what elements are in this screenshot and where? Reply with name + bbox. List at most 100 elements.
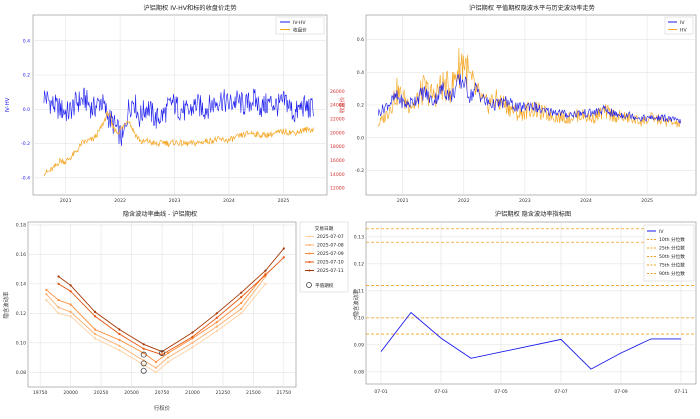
chart4-legend-percentile: 90th 分位数: [659, 270, 685, 277]
iv-indicator-chart: 沪铝期权 隐含波动率指标图 07-01 07-03 07-05 07-07 07-09 0…: [352, 210, 697, 395]
chart3-point: [240, 312, 243, 315]
chart3-point: [191, 335, 194, 338]
chart4-series-iv: [380, 311, 681, 370]
chart4-ytick: 0.13: [354, 234, 364, 240]
chart3-point: [57, 282, 60, 285]
chart3-point: [191, 331, 194, 334]
chart3-point: [69, 310, 72, 313]
chart1-y2label: 收盘价: [338, 96, 346, 113]
chart3-legend-entry: 2025-07-09: [317, 251, 344, 257]
chart4-xtick: 07-09: [614, 389, 627, 395]
chart3-point: [118, 338, 121, 341]
chart3-legend-entry: 2025-07-08: [317, 243, 344, 249]
chart3-atm-point: [140, 367, 147, 374]
chart1-y2tick: 20000: [330, 130, 345, 136]
chart3-point: [191, 346, 194, 349]
chart4-ytick: 0.12: [354, 261, 364, 267]
chart2-series: [377, 47, 681, 128]
chart4-ylabel: 隐含波动率: [352, 289, 360, 317]
chart3-ytick: 0.12: [16, 311, 26, 317]
iv-hv-chart: 沪铝期权 平值期权隐波水平与历史波动率走势 2021 2022 2023 2024 20…: [355, 4, 697, 204]
chart1-legend-ivhv: IV-HV: [293, 20, 306, 26]
chart4-legend-percentile: 10th 分位数: [659, 236, 685, 243]
chart4-legend-percentile: 50th 分位数: [659, 253, 685, 260]
chart3-xtick: 21500: [246, 390, 261, 396]
chart1-y2tick: 18000: [330, 144, 345, 150]
chart3-point: [160, 350, 164, 353]
chart3-point: [215, 321, 218, 324]
chart1-y2tick: 24000: [330, 103, 345, 109]
chart4-ytick: 0.08: [354, 369, 364, 375]
chart3-point: [154, 360, 157, 364]
chart4-xtick: 07-03: [434, 389, 447, 395]
chart1-y2tick: 12000: [330, 186, 345, 192]
chart3-point: [93, 337, 97, 340]
chart3-legend-marker: [308, 261, 311, 263]
chart1-series-close: [43, 110, 314, 177]
chart3-xtick: 20000: [63, 390, 78, 396]
chart3-legend-marker: [308, 252, 311, 255]
chart3-legend-entry: 2025-07-10: [317, 260, 344, 266]
chart4-plot-area: [365, 221, 697, 385]
chart2-legend: IV HV: [664, 16, 694, 35]
chart3-legend: 交易日期 平值期权 2025-07-07 2025-07-08 2025-07-09…: [299, 221, 349, 293]
chart1-y2tick: 16000: [330, 158, 345, 164]
chart3-point: [93, 315, 97, 318]
chart4-title: 沪铝期权 隐含波动率指标图: [495, 210, 571, 218]
chart2-ytick: 0.2: [357, 103, 364, 109]
chart1-plot-area: [32, 14, 328, 196]
chart3-xlabel: 行权价: [154, 404, 171, 412]
chart3-point: [240, 296, 243, 299]
chart1-xtick: 2023: [169, 198, 181, 204]
chart3-point: [118, 328, 121, 331]
chart3-xtick: 21000: [185, 390, 200, 396]
chart3-legend-marker: [308, 244, 311, 246]
chart3-series-line: [45, 283, 266, 373]
chart3-ytick: 0.10: [16, 340, 26, 346]
chart1-ytick: 0.2: [23, 73, 30, 79]
chart3-point: [57, 312, 60, 315]
chart3-point: [215, 312, 218, 315]
chart3-point: [167, 352, 170, 355]
chart3-point: [215, 316, 218, 319]
chart3-point: [93, 310, 97, 313]
chart3-point: [191, 341, 194, 344]
chart1-ylabel: IV-HV: [5, 97, 11, 112]
chart3-ylabel: 隐含波动率: [2, 291, 10, 319]
chart1-series: [43, 87, 314, 177]
chart4-ytick: 0.11: [354, 288, 364, 294]
chart3-xtick: 20500: [124, 390, 139, 396]
chart3-point: [142, 352, 145, 355]
chart3-xtick: 19750: [33, 390, 48, 396]
chart3-point: [142, 343, 145, 346]
ivhv-close-chart: 沪铝期权 IV-HV和标的收盘价走势 2021 2022 2023 2024 2025 -…: [5, 4, 346, 204]
chart3-ticks: 19750 20000 20250 20500 20750 21000 21250 21500…: [16, 223, 291, 396]
chart3-point: [240, 301, 243, 305]
chart1-series-ivhv: [43, 87, 314, 147]
chart3-legend-entry: 2025-07-07: [317, 234, 344, 240]
chart3-point: [69, 284, 72, 287]
chart3-point: [93, 328, 97, 331]
chart3-atm-point: [159, 350, 165, 357]
chart2-xtick: 2025: [641, 198, 653, 204]
chart3-point: [167, 360, 170, 364]
chart3-legend-atm: 平值期权: [315, 282, 334, 289]
chart3-point: [57, 306, 60, 309]
chart1-y2tick: 22000: [330, 116, 345, 122]
chart4-xtick: 07-11: [674, 389, 687, 395]
chart3-point: [282, 256, 285, 259]
chart4-legend-iv: IV: [659, 229, 664, 235]
chart3-legend-entry: 2025-07-11: [317, 268, 344, 274]
chart3-ytick: 0.18: [16, 223, 26, 229]
chart3-point: [160, 353, 164, 356]
chart3-series: [45, 247, 285, 374]
chart1-ticks: 2021 2022 2023 2024 2025 -0.4 -0.2 0.0 0.2 0.4 120…: [21, 38, 345, 204]
chart4-series: [366, 228, 696, 370]
chart3-point: [57, 275, 60, 278]
chart1-ytick: -0.4: [21, 175, 30, 181]
chart3-series-line: [45, 276, 266, 369]
chart3-legend-title: 交易日期: [315, 225, 334, 232]
chart4-legend-percentile: 75th 分位数: [659, 262, 685, 269]
chart4-xtick: 07-01: [374, 389, 387, 395]
